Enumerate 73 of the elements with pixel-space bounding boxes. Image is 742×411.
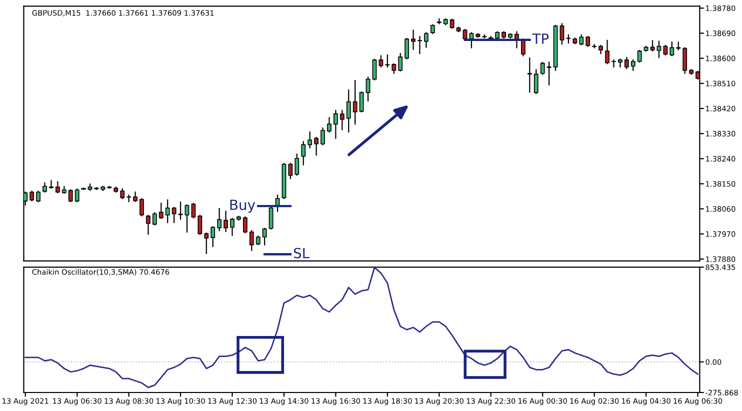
candlestick: [560, 23, 564, 45]
candlestick: [210, 226, 216, 248]
candlestick: [36, 190, 40, 202]
candlestick: [217, 208, 222, 232]
candlestick: [521, 38, 526, 56]
candlestick: [612, 59, 616, 68]
candlestick: [527, 57, 532, 93]
candlestick: [288, 162, 293, 180]
candlestick: [334, 110, 338, 139]
candlestick: [378, 55, 384, 68]
candlestick: [340, 110, 344, 130]
candlestick: [392, 63, 396, 74]
candlestick: [133, 192, 138, 202]
candlestick: [359, 91, 364, 112]
candlestick: [398, 53, 403, 72]
candlestick: [385, 54, 390, 68]
candlestick: [152, 212, 157, 226]
candlestick: [314, 136, 319, 156]
candlestick: [411, 30, 416, 50]
series-label: Buy: [230, 200, 256, 213]
candlestick: [146, 214, 150, 235]
candlestick: [158, 202, 164, 219]
candlestick: [126, 194, 132, 202]
candlestick: [327, 117, 332, 132]
candlestick: [294, 154, 300, 176]
candlestick: [682, 47, 688, 74]
candlestick: [172, 206, 176, 224]
candlestick: [469, 32, 474, 48]
candlestick: [191, 203, 196, 218]
candlestick: [242, 216, 248, 234]
candlestick: [49, 180, 54, 188]
candlestick: [140, 198, 144, 216]
candlestick: [630, 59, 636, 71]
candlestick: [262, 228, 267, 246]
series-label: SL: [294, 248, 310, 258]
candlestick: [74, 188, 80, 202]
candlestick: [55, 181, 60, 194]
candlestick: [184, 204, 190, 233]
candlestick: [404, 38, 410, 60]
candlestick: [637, 50, 642, 62]
candlestick: [42, 182, 47, 193]
candlestick: [308, 131, 312, 148]
candlestick: [540, 62, 545, 75]
candlestick: [656, 40, 662, 58]
candlestick: [204, 232, 209, 254]
candlestick: [68, 189, 73, 202]
candlestick: [546, 62, 552, 86]
candlestick: [352, 80, 358, 125]
candlestick: [198, 214, 202, 235]
candlestick: [579, 34, 584, 46]
candlestick: [30, 190, 34, 202]
candlestick: [320, 127, 325, 146]
candlestick: [165, 199, 170, 224]
candlestick: [366, 76, 370, 102]
candlestick: [224, 210, 228, 232]
candlestick: [670, 42, 674, 56]
candlestick: [120, 188, 125, 200]
candlestick: [301, 141, 306, 166]
candlestick: [586, 36, 590, 47]
candlestick: [178, 202, 183, 220]
candlestick: [605, 40, 610, 64]
candlestick: [624, 56, 629, 70]
candlestick: [268, 206, 274, 230]
candlestick: [249, 230, 254, 251]
candlestick: [230, 218, 234, 236]
candlestick: [424, 32, 428, 48]
series-label: TP: [532, 34, 549, 44]
candlestick: [650, 40, 655, 52]
candlestick: [418, 36, 422, 54]
candlestick: [663, 44, 668, 56]
candlestick: [372, 58, 377, 80]
candlestick: [346, 90, 351, 132]
candlestick: [534, 69, 538, 94]
